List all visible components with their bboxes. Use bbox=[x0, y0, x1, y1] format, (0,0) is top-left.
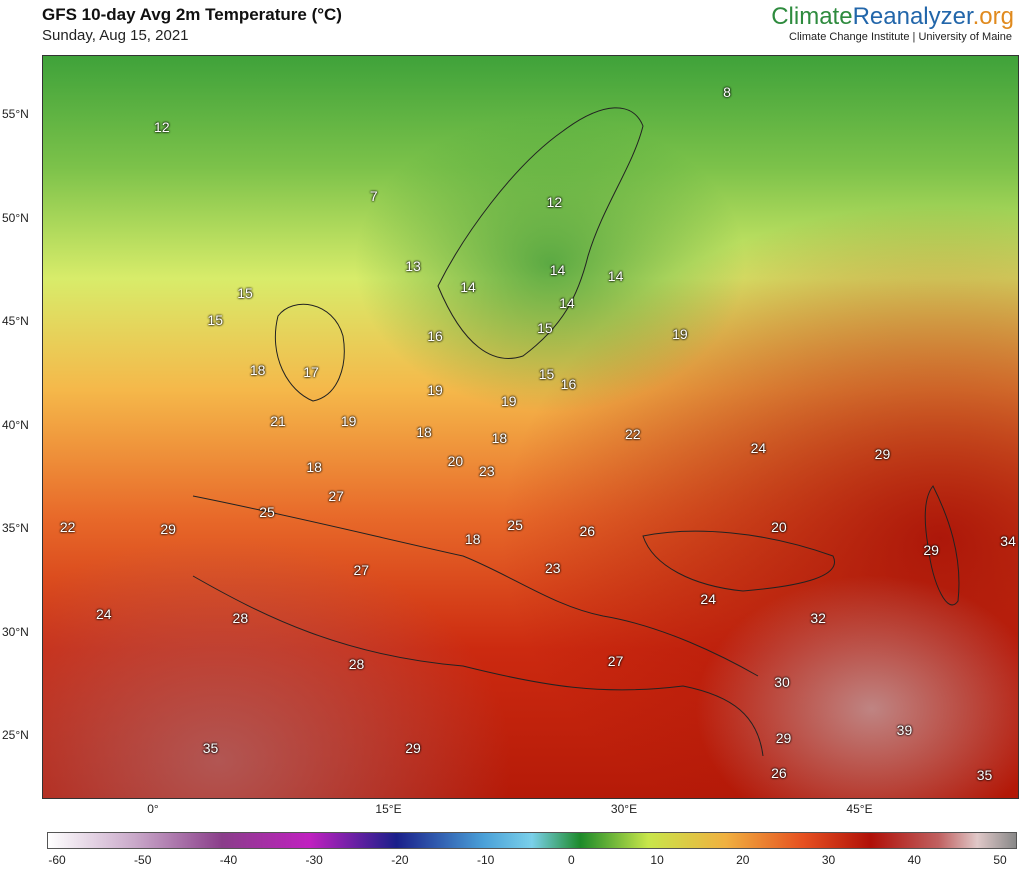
colorbar-tick: 40 bbox=[907, 853, 921, 867]
temperature-label: 14 bbox=[460, 278, 476, 295]
colorbar-tick: -40 bbox=[219, 853, 238, 867]
temperature-label: 14 bbox=[559, 295, 575, 312]
temperature-label: 23 bbox=[544, 560, 561, 577]
colorbar-gradient bbox=[48, 833, 1016, 848]
temperature-label: 27 bbox=[328, 487, 344, 504]
temperature-label: 24 bbox=[95, 605, 112, 622]
longitude-tick: 45°E bbox=[846, 802, 873, 816]
temperature-label: 29 bbox=[923, 541, 939, 558]
longitude-tick: 0° bbox=[147, 802, 159, 816]
colorbar-fill bbox=[48, 833, 1016, 848]
britain-coastline bbox=[274, 303, 345, 402]
colorbar-tick: -10 bbox=[476, 853, 495, 867]
temperature-label: 32 bbox=[810, 610, 826, 626]
temperature-label: 24 bbox=[750, 440, 767, 457]
latitude-tick: 35°N bbox=[2, 521, 29, 535]
temperature-label: 22 bbox=[59, 518, 76, 535]
temperature-map: 8 12 7 12 13 14 14 14 15 14 15 15 16 19 18 17 15 16 19 19 21… bbox=[42, 55, 1019, 799]
latitude-tick: 25°N bbox=[2, 728, 29, 742]
map-date: Sunday, Aug 15, 2021 bbox=[42, 27, 189, 44]
colorbar-tick: -20 bbox=[391, 853, 409, 867]
black-sea-coastline bbox=[642, 530, 835, 592]
temperature-label: 29 bbox=[874, 446, 891, 463]
temperature-label: 19 bbox=[340, 413, 357, 430]
temperature-label: 25 bbox=[259, 504, 275, 521]
temperature-label: 14 bbox=[607, 268, 624, 285]
temperature-label: 15 bbox=[538, 365, 555, 382]
scandinavia-region bbox=[43, 56, 1018, 798]
caspian-coastline bbox=[924, 485, 960, 606]
mediterranean-coastline bbox=[192, 495, 764, 757]
temperature-label: 16 bbox=[560, 376, 577, 393]
temperature-label: 13 bbox=[405, 258, 421, 275]
temperature-label: 29 bbox=[775, 730, 792, 747]
temperature-label: 26 bbox=[771, 765, 787, 782]
latitude-tick: 55°N bbox=[2, 107, 29, 121]
brand-part-2: Reanalyzer bbox=[852, 3, 973, 30]
temperature-label: 7 bbox=[369, 187, 378, 204]
temperature-label: 19 bbox=[427, 382, 443, 399]
temperature-label: 25 bbox=[507, 516, 523, 533]
temperature-label: 27 bbox=[353, 562, 370, 579]
temperature-label: 35 bbox=[202, 740, 219, 757]
temperature-label: 20 bbox=[771, 518, 787, 535]
map-title: GFS 10-day Avg 2m Temperature (°C) bbox=[42, 5, 342, 24]
temperature-label: 17 bbox=[303, 363, 319, 380]
temperature-label: 15 bbox=[207, 311, 224, 328]
colorbar-tick: 50 bbox=[993, 853, 1007, 867]
latitude-tick: 30°N bbox=[2, 624, 29, 639]
colorbar-tick: -30 bbox=[305, 853, 323, 867]
temperature-label: 24 bbox=[700, 591, 716, 608]
temperature-label: 18 bbox=[491, 429, 508, 446]
map-canvas bbox=[43, 56, 1018, 798]
brand-logo[interactable]: ClimateReanalyzer.org bbox=[771, 3, 1014, 31]
brand-part-1: Climate bbox=[771, 3, 853, 30]
longitude-tick: 15°E bbox=[375, 802, 402, 816]
temperature-label: 8 bbox=[723, 84, 731, 101]
colorbar-tick: 20 bbox=[736, 853, 750, 867]
temperature-label: 16 bbox=[427, 328, 443, 345]
temperature-label: 19 bbox=[501, 392, 517, 409]
temperature-label: 21 bbox=[270, 413, 286, 430]
temperature-label: 23 bbox=[479, 463, 495, 480]
latitude-tick: 45°N bbox=[2, 314, 29, 328]
temperature-label: 29 bbox=[405, 740, 421, 757]
colorbar bbox=[47, 832, 1017, 849]
brand-subtitle: Climate Change Institute | University of… bbox=[789, 31, 1012, 43]
colorbar-tick: -50 bbox=[134, 853, 152, 867]
temperature-label: 15 bbox=[537, 320, 553, 337]
scandinavia-coastline bbox=[437, 107, 644, 359]
longitude-tick: 30°E bbox=[610, 802, 638, 816]
temperature-label: 22 bbox=[625, 425, 641, 442]
temperature-label: 19 bbox=[672, 326, 688, 343]
brand-part-3: .org bbox=[972, 3, 1014, 30]
temperature-label: 27 bbox=[607, 653, 624, 670]
temperature-label: 26 bbox=[579, 523, 596, 540]
colorbar-tick: 0 bbox=[568, 853, 575, 867]
latitude-tick: 40°N bbox=[2, 417, 29, 432]
colorbar-tick: 10 bbox=[650, 853, 664, 867]
temperature-label: 15 bbox=[237, 285, 253, 302]
temperature-label: 18 bbox=[416, 423, 432, 440]
temperature-label: 14 bbox=[549, 262, 566, 279]
temperature-label: 29 bbox=[160, 521, 176, 537]
temperature-label: 28 bbox=[348, 655, 365, 672]
temperature-label: 18 bbox=[249, 361, 266, 378]
colorbar-tick: -60 bbox=[48, 853, 66, 867]
temperature-label: 34 bbox=[1000, 533, 1016, 550]
latitude-tick: 50°N bbox=[2, 210, 29, 225]
temperature-label: 30 bbox=[774, 674, 790, 691]
temperature-label: 18 bbox=[464, 531, 481, 548]
temperature-label: 12 bbox=[154, 119, 170, 136]
temperature-label: 35 bbox=[976, 767, 993, 784]
colorbar-tick: 30 bbox=[821, 853, 836, 867]
temperature-label: 39 bbox=[896, 721, 913, 738]
temperature-label: 18 bbox=[306, 458, 322, 475]
temperature-label: 28 bbox=[232, 610, 249, 626]
temperature-label: 12 bbox=[546, 193, 563, 210]
temperature-label: 20 bbox=[447, 452, 464, 469]
